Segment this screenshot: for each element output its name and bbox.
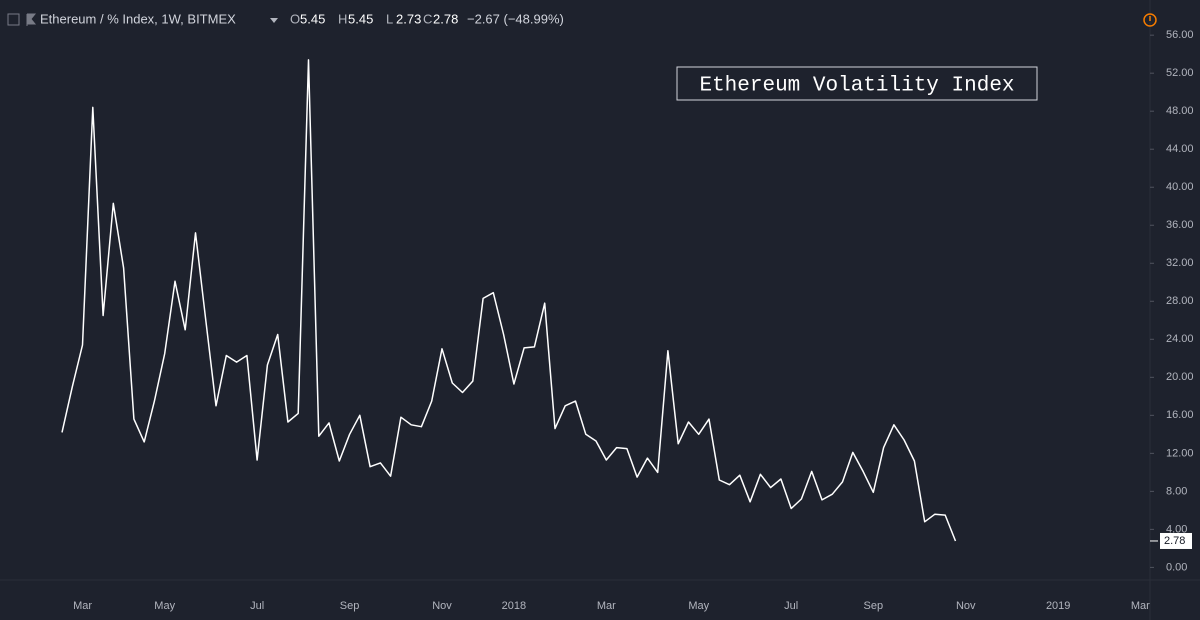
y-tick-label: 12.00 [1166, 447, 1194, 459]
y-tick-label: 52.00 [1166, 67, 1194, 79]
ohlc-value: 5.45 [300, 11, 325, 26]
x-tick-label: Nov [956, 600, 976, 612]
ohlc-label: C [423, 11, 432, 26]
x-tick-label: 2018 [502, 600, 526, 612]
last-value-label: 2.78 [1164, 535, 1185, 547]
annotation: Ethereum Volatility Index [699, 75, 1014, 98]
y-tick-label: 0.00 [1166, 561, 1187, 573]
change: −2.67 (−48.99%) [467, 11, 564, 26]
annotation-box [676, 66, 1038, 101]
y-tick-label: 28.00 [1166, 295, 1194, 307]
y-tick-label: 20.00 [1166, 371, 1194, 383]
x-tick-label: May [154, 600, 175, 612]
y-tick-label: 24.00 [1166, 333, 1194, 345]
x-tick-label: Mar [73, 600, 92, 612]
ohlc-value: 2.73 [396, 11, 421, 26]
y-tick-label: 56.00 [1166, 29, 1194, 41]
series-line [61, 59, 957, 542]
x-tick-label: Sep [340, 600, 360, 612]
x-tick-label: Jul [250, 600, 264, 612]
x-tick-label: May [688, 600, 709, 612]
dropdown-icon[interactable] [270, 18, 278, 23]
last-value-box [1160, 532, 1192, 549]
ohlc-label: O [290, 11, 300, 26]
warning-icon[interactable] [1143, 13, 1157, 27]
y-tick-label: 32.00 [1166, 257, 1194, 269]
x-tick-label: Mar [1131, 600, 1150, 612]
expand-icon[interactable] [7, 13, 20, 26]
flag-icon[interactable] [26, 13, 37, 26]
ohlc-label: H [338, 11, 347, 26]
ohlc-value: 2.78 [433, 11, 458, 26]
x-tick-label: Mar [597, 600, 616, 612]
y-tick-label: 40.00 [1166, 181, 1194, 193]
x-tick-label: 2019 [1046, 600, 1070, 612]
y-tick-label: 8.00 [1166, 485, 1187, 497]
y-tick-label: 4.00 [1166, 523, 1187, 535]
ohlc-label: L [386, 11, 393, 26]
x-tick-label: Jul [784, 600, 798, 612]
y-tick-label: 44.00 [1166, 143, 1194, 155]
symbol-title[interactable]: Ethereum / % Index, 1W, BITMEX [40, 11, 236, 26]
x-tick-label: Sep [864, 600, 884, 612]
y-tick-label: 36.00 [1166, 219, 1194, 231]
ohlc-value: 5.45 [348, 11, 373, 26]
y-tick-label: 48.00 [1166, 105, 1194, 117]
x-tick-label: Nov [432, 600, 452, 612]
y-tick-label: 16.00 [1166, 409, 1194, 421]
